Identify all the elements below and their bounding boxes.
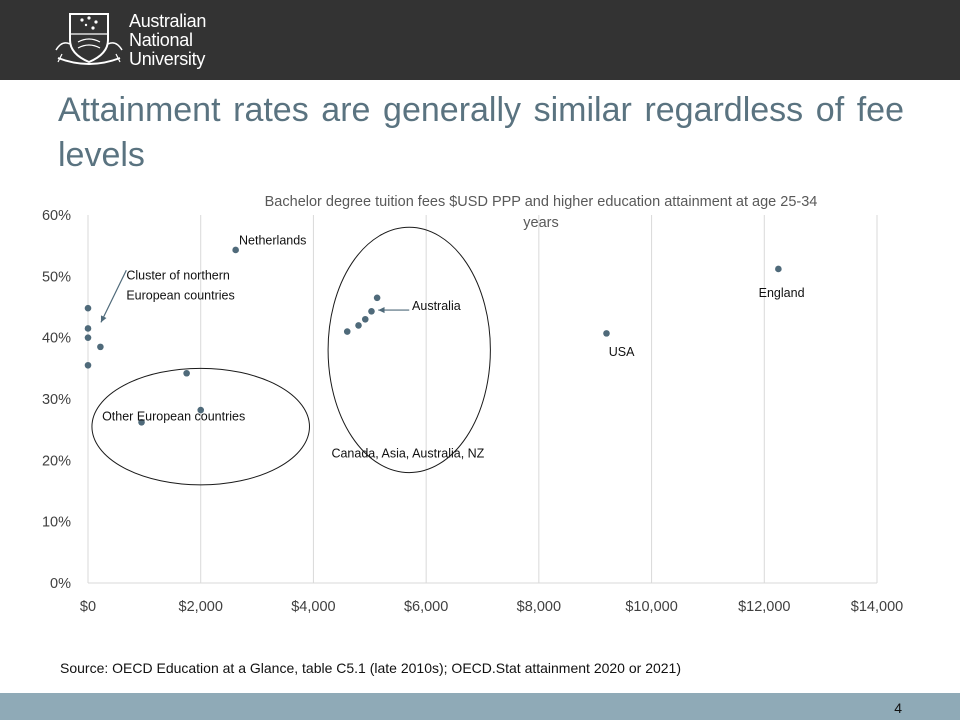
annotation-label: USA (609, 345, 635, 359)
data-point (84, 361, 92, 369)
chart-title-line: Bachelor degree tuition fees $USD PPP an… (265, 194, 818, 210)
x-tick-label: $10,000 (625, 599, 677, 615)
data-point (97, 343, 104, 351)
data-point (84, 304, 92, 312)
annotation-label: Australia (412, 299, 461, 313)
wordmark-line: Australian (129, 11, 207, 31)
australia-arrow-head (378, 307, 385, 314)
chart-title-line: years (523, 215, 558, 231)
x-tick-label: $2,000 (179, 599, 223, 615)
x-tick-label: $8,000 (517, 599, 561, 615)
footer-bar (0, 693, 960, 720)
data-point (361, 315, 369, 323)
cluster-arrow (100, 269, 127, 323)
data-point (368, 307, 375, 315)
x-tick-label: $4,000 (291, 599, 335, 615)
wordmark-line: National (129, 30, 193, 50)
y-tick-label: 50% (42, 269, 71, 285)
annotation-label: Other European countries (102, 409, 245, 423)
data-point (343, 328, 351, 335)
y-tick-label: 0% (50, 576, 71, 592)
annotation-label: England (759, 286, 805, 300)
anu-crest-icon (52, 10, 126, 68)
annotation-label: Cluster of northern (126, 268, 230, 282)
page-number: 4 (894, 700, 902, 716)
x-tick-label: $12,000 (738, 599, 790, 615)
cluster-arrow-head (100, 315, 107, 323)
data-point (232, 246, 239, 254)
header-bar (0, 0, 960, 80)
annotation-label: European countries (126, 289, 234, 303)
annotation-shapes (91, 226, 491, 486)
data-point (183, 369, 190, 377)
data-point (138, 419, 145, 426)
university-wordmark: Australian National University (129, 12, 206, 69)
axis-tick-labels: $0 $2,000 $4,000 $6,000 $8,000 $10,000 $12,000… (42, 208, 903, 615)
annotation-label: Netherlands (239, 233, 306, 247)
slide-title: Attainment rates are generally similar r… (58, 91, 904, 174)
y-tick-label: 10% (42, 515, 71, 531)
data-point (84, 334, 92, 341)
annotation-labels: Netherlands Cluster of northern European c… (102, 233, 804, 460)
data-point (603, 330, 610, 337)
annotation-label: Canada, Asia, Australia, NZ (331, 446, 484, 460)
y-tick-label: 60% (42, 208, 71, 224)
data-point (84, 325, 92, 332)
y-tick-label: 40% (42, 331, 71, 347)
x-tick-label: $6,000 (404, 599, 448, 615)
data-point (197, 406, 205, 414)
data-point (373, 294, 381, 302)
y-tick-label: 30% (42, 392, 71, 408)
gridlines (87, 215, 878, 584)
data-point (775, 265, 782, 273)
y-tick-label: 20% (42, 453, 71, 469)
canada-asia-ellipse (327, 226, 491, 474)
scatter-chart: Bachelor degree tuition fees $USD PPP an… (42, 194, 903, 615)
data-points (84, 246, 782, 426)
data-point (355, 322, 362, 329)
x-tick-label: $0 (80, 599, 96, 615)
other-european-ellipse (91, 367, 310, 486)
x-tick-label: $14,000 (851, 599, 903, 615)
wordmark-line: University (129, 49, 206, 69)
source-note: Source: OECD Education at a Glance, tabl… (60, 660, 682, 676)
